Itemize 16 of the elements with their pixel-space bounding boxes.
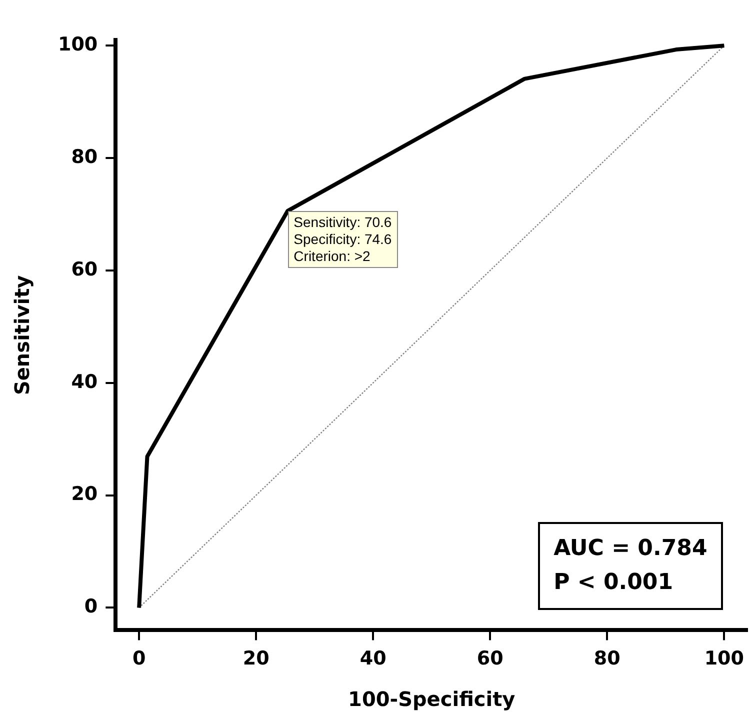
y-tick-label: 60 <box>71 258 98 280</box>
x-tick-label: 40 <box>360 648 386 670</box>
x-tick-label: 100 <box>704 648 744 670</box>
x-axis-title: 100-Specificity <box>348 687 516 712</box>
y-tick-label: 100 <box>58 34 98 56</box>
y-tick-label: 80 <box>71 146 98 168</box>
x-tick-label: 20 <box>242 648 270 670</box>
y-tick-label: 40 <box>71 370 98 393</box>
x-tick-label: 60 <box>476 648 504 670</box>
x-tick-label: 0 <box>132 648 146 670</box>
y-tick-label: 0 <box>84 596 98 618</box>
y-axis-title: Sensitivity <box>10 275 34 396</box>
x-tick-label: 80 <box>594 648 620 670</box>
y-tick-label: 20 <box>71 483 98 506</box>
annotation: Sensitivity: 70.6 Specificity: 74.6 Criterion: >2 <box>288 210 398 268</box>
annotation: AUC = 0.784 P < 0.001 <box>538 522 724 610</box>
